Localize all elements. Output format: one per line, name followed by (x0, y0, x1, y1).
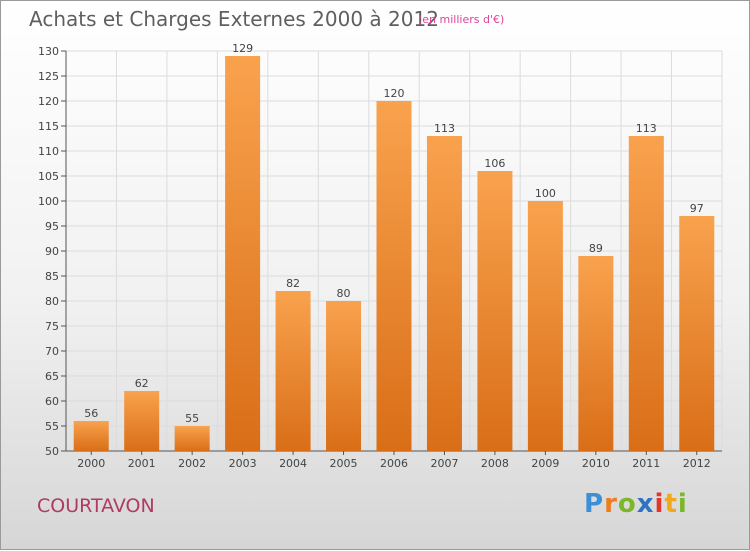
x-tick-label: 2001 (128, 457, 156, 470)
commune-name: COURTAVON (37, 495, 155, 517)
y-tick-label: 70 (45, 345, 59, 358)
bar (628, 136, 664, 451)
chart-title: Achats et Charges Externes 2000 à 2012 (29, 7, 439, 31)
x-tick-label: 2012 (683, 457, 711, 470)
y-tick-label: 65 (45, 370, 59, 383)
bar-value-label: 82 (286, 277, 300, 290)
y-tick-label: 60 (45, 395, 59, 408)
x-tick-label: 2008 (481, 457, 509, 470)
x-tick-label: 2009 (531, 457, 559, 470)
x-tick-label: 2007 (430, 457, 458, 470)
bar-value-label: 100 (535, 187, 556, 200)
y-tick-label: 100 (38, 195, 59, 208)
y-tick-label: 130 (38, 45, 59, 58)
bar (376, 101, 412, 451)
x-tick-label: 2010 (582, 457, 610, 470)
x-tick-label: 2003 (229, 457, 257, 470)
bar (73, 421, 109, 451)
x-tick-label: 2011 (632, 457, 660, 470)
bar (174, 426, 210, 451)
y-tick-label: 75 (45, 320, 59, 333)
bar-value-label: 113 (434, 122, 455, 135)
bar (477, 171, 513, 451)
bar-value-label: 80 (337, 287, 351, 300)
bar (426, 136, 462, 451)
bar (578, 256, 614, 451)
y-tick-label: 95 (45, 220, 59, 233)
bar (124, 391, 160, 451)
bar-value-label: 62 (135, 377, 149, 390)
bar-value-label: 113 (636, 122, 657, 135)
bar (679, 216, 715, 451)
y-tick-label: 120 (38, 95, 59, 108)
y-tick-label: 85 (45, 270, 59, 283)
bar-value-label: 56 (84, 407, 98, 420)
bar-value-label: 89 (589, 242, 603, 255)
x-tick-label: 2000 (77, 457, 105, 470)
bar (326, 301, 362, 451)
y-tick-label: 55 (45, 420, 59, 433)
bar (527, 201, 563, 451)
bar-value-label: 97 (690, 202, 704, 215)
chart-unit: (en milliers d'€) (418, 13, 505, 26)
y-tick-label: 90 (45, 245, 59, 258)
y-tick-label: 125 (38, 70, 59, 83)
bar-value-label: 106 (484, 157, 505, 170)
proxiti-logo: Proxiti (584, 489, 688, 519)
bar-value-label: 129 (232, 42, 253, 55)
bar-value-label: 55 (185, 412, 199, 425)
y-tick-label: 105 (38, 170, 59, 183)
bar (225, 56, 261, 451)
bar-value-label: 120 (384, 87, 405, 100)
bar (275, 291, 311, 451)
x-tick-label: 2006 (380, 457, 408, 470)
y-tick-label: 110 (38, 145, 59, 158)
x-tick-label: 2002 (178, 457, 206, 470)
y-tick-label: 115 (38, 120, 59, 133)
y-tick-label: 80 (45, 295, 59, 308)
x-tick-label: 2005 (330, 457, 358, 470)
x-tick-label: 2004 (279, 457, 307, 470)
y-tick-label: 50 (45, 445, 59, 458)
